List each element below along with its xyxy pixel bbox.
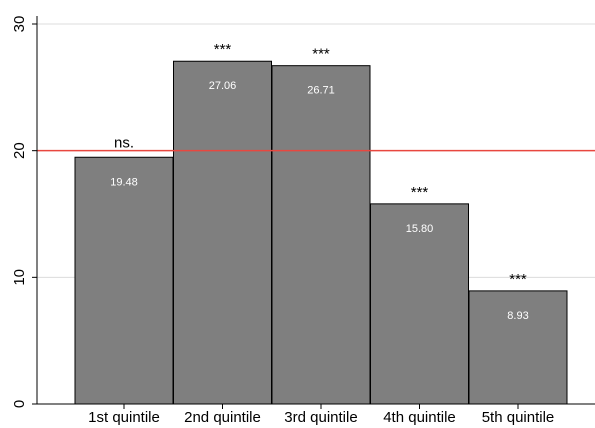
y-tick-label: 20 [11, 142, 28, 159]
x-tick-label: 4th quintile [383, 409, 456, 426]
bar-3 [271, 65, 371, 405]
y-tick-label: 10 [11, 269, 28, 286]
axes [32, 16, 595, 409]
bar-value-label: 27.06 [209, 80, 237, 92]
significance-label: *** [509, 271, 527, 288]
x-tick-label: 3rd quintile [284, 409, 357, 426]
bar-value-label: 8.93 [507, 310, 528, 322]
significance-label: *** [214, 41, 232, 58]
y-tick-label: 30 [11, 16, 28, 33]
x-tick-label: 5th quintile [482, 409, 555, 426]
bar-2 [173, 60, 272, 405]
labels: 19.48 ns. 1st quintile 27.06 *** 2nd quintile… [11, 16, 554, 426]
bar-value-label: 15.80 [406, 223, 434, 235]
significance-label: ns. [114, 134, 134, 151]
x-tick-label: 2nd quintile [184, 409, 261, 426]
bar-value-label: 26.71 [307, 85, 335, 97]
bar-5 [468, 290, 568, 405]
y-tick-label: 0 [11, 400, 28, 408]
bar-value-label: 19.48 [110, 176, 138, 188]
bars [74, 60, 568, 405]
significance-label: *** [312, 46, 330, 63]
bar-4 [370, 203, 469, 405]
significance-label: *** [411, 184, 429, 201]
x-tick-label: 1st quintile [88, 409, 160, 426]
bar-1 [74, 156, 174, 405]
